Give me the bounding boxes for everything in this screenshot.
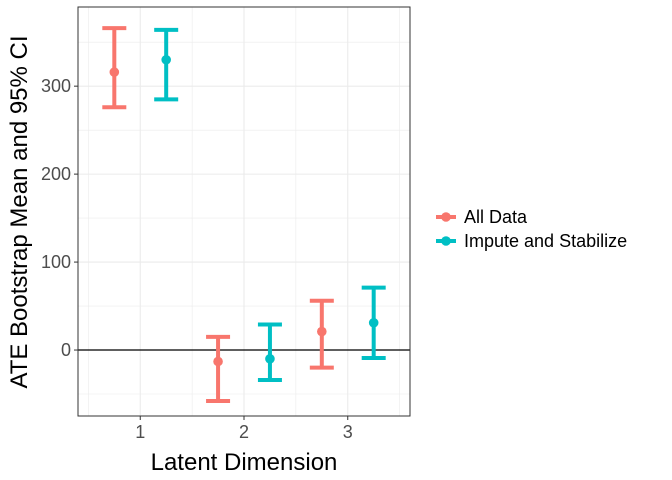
mean-point: [317, 326, 327, 337]
mean-point: [161, 54, 171, 65]
y-tick-label: 200: [41, 164, 71, 184]
x-tick-label: 1: [135, 422, 145, 442]
y-axis-title: ATE Bootstrap Mean and 95% CI: [6, 35, 33, 388]
series-all-data: [102, 26, 334, 404]
legend-label: Impute and Stabilize: [464, 231, 627, 251]
x-axis: 1 2 3: [135, 416, 353, 442]
legend: All Data Impute and Stabilize: [436, 207, 627, 251]
y-tick-label: 0: [61, 340, 71, 360]
y-axis: 0 100 200 300: [41, 76, 78, 360]
legend-item: Impute and Stabilize: [436, 231, 627, 251]
mean-point: [265, 354, 275, 364]
x-tick-label: 3: [343, 422, 353, 442]
mean-point: [109, 67, 120, 77]
mean-point: [213, 356, 223, 367]
y-tick-label: 300: [41, 76, 71, 96]
legend-key-point: [441, 212, 451, 222]
legend-item: All Data: [436, 207, 528, 227]
x-tick-label: 2: [239, 422, 249, 442]
legend-key-point: [441, 236, 451, 246]
x-axis-title: Latent Dimension: [151, 449, 338, 476]
legend-label: All Data: [464, 207, 528, 227]
series-impute-and-stabilize: [154, 27, 386, 382]
mean-point: [368, 317, 379, 328]
series-layer: [102, 26, 386, 404]
y-tick-label: 100: [41, 252, 71, 272]
